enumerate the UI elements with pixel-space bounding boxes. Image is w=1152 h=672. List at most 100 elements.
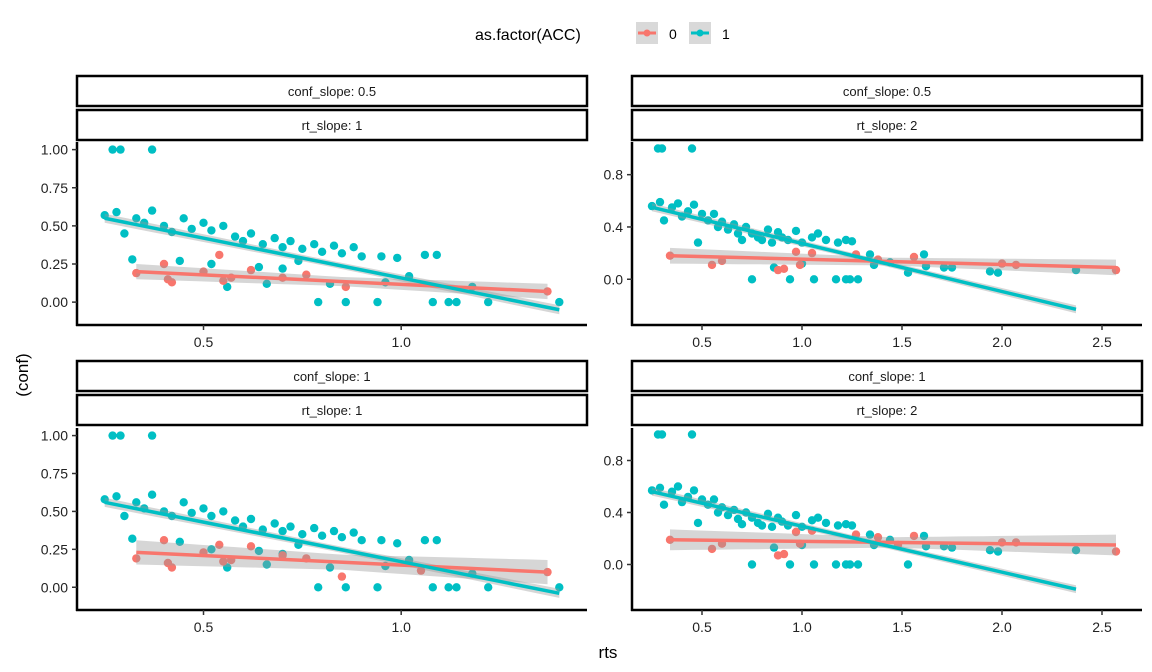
data-point-acc-0 [302, 270, 311, 279]
data-point-acc-1 [845, 275, 855, 284]
data-point-acc-0 [795, 260, 805, 270]
data-point-acc-0 [807, 248, 817, 258]
data-point-acc-1 [689, 486, 699, 495]
plot-area [647, 144, 1121, 314]
x-tick-label: 0.5 [194, 334, 214, 350]
data-point-acc-1 [763, 509, 773, 518]
data-point-acc-1 [298, 530, 307, 539]
data-point-acc-1 [270, 519, 279, 528]
data-point-acc-1 [432, 536, 441, 545]
facet-strip-label: conf_slope: 0.5 [288, 84, 376, 99]
data-point-acc-1 [555, 583, 564, 592]
data-point-acc-1 [147, 490, 157, 499]
data-point-acc-1 [341, 297, 350, 307]
data-point-acc-1 [985, 267, 995, 276]
data-point-acc-1 [238, 236, 248, 246]
data-point-acc-0 [707, 544, 717, 554]
data-point-acc-1 [179, 214, 188, 223]
data-point-acc-1 [187, 508, 196, 518]
legend-key-point [643, 29, 651, 37]
data-point-acc-1 [254, 546, 264, 556]
data-point-acc-1 [199, 218, 208, 227]
data-point-acc-1 [737, 235, 747, 245]
data-point-acc-1 [223, 282, 232, 292]
data-point-acc-1 [657, 144, 667, 153]
data-point-acc-1 [659, 216, 669, 225]
y-tick-label: 0.75 [41, 180, 68, 196]
plot-area [100, 431, 564, 598]
y-tick-label: 0.25 [41, 541, 68, 557]
data-point-acc-0 [791, 247, 801, 256]
data-point-acc-1 [939, 263, 949, 272]
data-point-acc-1 [128, 255, 137, 264]
y-tick-label: 0.4 [604, 219, 624, 235]
data-point-acc-1 [845, 560, 855, 569]
data-point-acc-0 [779, 264, 789, 273]
data-point-acc-1 [132, 498, 141, 507]
plot-area [647, 430, 1121, 594]
data-point-acc-0 [779, 549, 789, 559]
data-point-acc-1 [767, 238, 777, 247]
data-point-acc-1 [147, 145, 157, 154]
data-point-acc-1 [723, 510, 733, 520]
data-point-acc-1 [207, 545, 216, 554]
data-point-acc-1 [657, 430, 667, 439]
data-point-acc-1 [747, 275, 757, 284]
y-axis-title: (conf) [13, 353, 32, 396]
data-point-acc-1 [821, 518, 831, 528]
data-point-acc-1 [317, 247, 327, 256]
data-point-acc-1 [357, 536, 366, 545]
data-point-acc-1 [655, 483, 665, 492]
data-point-acc-1 [393, 253, 402, 263]
data-point-acc-1 [737, 520, 747, 529]
data-point-acc-1 [314, 297, 323, 307]
data-point-acc-0 [1111, 547, 1121, 556]
facet-panel-3: conf_slope: 1 rt_slope: 1 0.00 0.25 0.50 0.75… [41, 359, 589, 635]
data-point-acc-1 [785, 560, 795, 569]
x-tick-label: 1.0 [391, 619, 411, 635]
legend-label: 0 [669, 26, 677, 42]
data-point-acc-1 [484, 583, 493, 592]
data-point-acc-1 [853, 560, 863, 569]
data-point-acc-1 [179, 498, 188, 507]
data-point-acc-1 [246, 229, 256, 238]
fit-line-acc-0 [669, 253, 1117, 270]
data-point-acc-0 [791, 527, 801, 537]
data-point-acc-1 [947, 543, 957, 552]
data-point-acc-1 [187, 224, 196, 234]
data-point-acc-1 [112, 492, 121, 501]
data-point-acc-1 [377, 536, 386, 545]
y-tick-label: 0.50 [41, 503, 68, 519]
data-point-acc-1 [314, 583, 323, 592]
data-point-acc-1 [298, 244, 307, 253]
data-point-acc-1 [767, 522, 777, 531]
data-point-acc-0 [159, 259, 169, 269]
x-tick-label: 1.5 [892, 619, 912, 635]
facet-strip-label: rt_slope: 1 [302, 118, 363, 133]
y-tick-label: 0.50 [41, 218, 68, 234]
legend-label: 1 [722, 26, 730, 42]
facet-strip [630, 74, 1144, 108]
data-point-acc-1 [199, 504, 208, 513]
data-point-acc-1 [116, 145, 125, 154]
facet-strip-label: conf_slope: 1 [293, 369, 370, 384]
data-point-acc-1 [258, 525, 267, 534]
data-point-acc-0 [707, 260, 717, 270]
data-point-acc-1 [341, 583, 350, 592]
data-point-acc-1 [147, 431, 157, 440]
data-point-acc-1 [317, 531, 327, 540]
data-point-acc-0 [215, 540, 224, 549]
data-point-acc-0 [278, 551, 287, 560]
data-point-acc-0 [543, 287, 552, 296]
x-tick-label: 2.5 [1092, 619, 1112, 635]
data-point-acc-1 [262, 279, 271, 288]
facet-strip-label: conf_slope: 0.5 [843, 84, 931, 99]
data-point-acc-1 [785, 275, 795, 284]
data-point-acc-0 [246, 542, 256, 551]
data-point-acc-1 [329, 526, 339, 536]
data-point-acc-1 [903, 560, 913, 569]
data-point-acc-0 [909, 531, 919, 541]
data-point-acc-1 [230, 232, 240, 241]
data-point-acc-1 [278, 243, 287, 252]
